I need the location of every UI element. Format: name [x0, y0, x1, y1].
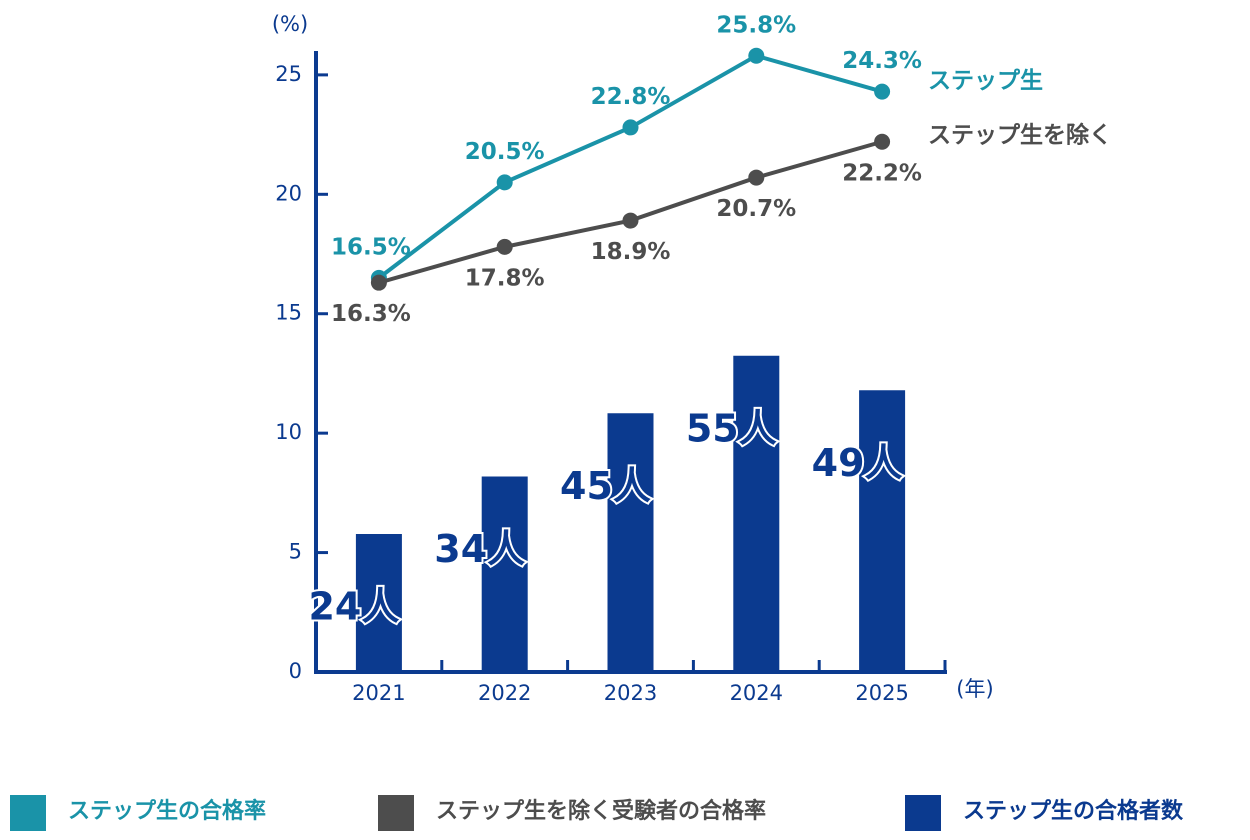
legend-label: ステップ生を除く受験者の合格率: [436, 798, 766, 824]
bar-value-label: 45人: [560, 464, 651, 508]
bar: [859, 390, 906, 672]
legend-swatch: [10, 795, 46, 831]
bar: [733, 355, 780, 672]
x-tick-label: 2024: [730, 681, 783, 705]
legend-label: ステップ生の合格者数: [963, 798, 1184, 824]
bar: [481, 476, 528, 672]
point-value-label: 16.3%: [331, 301, 411, 327]
point: [496, 238, 513, 255]
point: [748, 169, 765, 186]
x-axis-label: (年): [956, 677, 993, 701]
bar-value-label: 34人: [434, 527, 525, 571]
y-tick-label: 20: [275, 181, 302, 205]
point: [874, 83, 891, 100]
x-tick-label: 2025: [855, 681, 908, 705]
y-tick-label: 5: [289, 540, 302, 564]
point-value-label: 20.5%: [465, 139, 545, 165]
y-tick-label: 0: [289, 659, 302, 683]
bar: [607, 413, 654, 672]
bar-value-label: 24人: [308, 585, 399, 629]
x-tick-label: 2022: [478, 681, 531, 705]
x-tick-label: 2023: [604, 681, 657, 705]
y-axis-label: (%): [272, 12, 308, 36]
bar: [355, 534, 402, 672]
point: [496, 174, 513, 191]
point-value-label: 25.8%: [716, 12, 796, 38]
point-value-label: 17.8%: [465, 265, 545, 291]
point-value-label: 18.9%: [591, 239, 671, 265]
bar-value-label: 55人: [686, 406, 777, 450]
series-end-label: ステップ生を除く: [928, 121, 1112, 148]
point: [622, 119, 639, 136]
y-tick-label: 10: [275, 420, 302, 444]
point-value-label: 22.8%: [591, 84, 671, 110]
y-tick-label: 15: [275, 301, 302, 325]
y-tick-label: 25: [275, 62, 302, 86]
point: [370, 274, 387, 291]
point: [748, 47, 765, 64]
point-value-label: 24.3%: [842, 48, 922, 74]
legend-swatch: [378, 795, 414, 831]
point: [622, 212, 639, 229]
x-tick-label: 2021: [352, 681, 405, 705]
legend-label: ステップ生の合格率: [68, 798, 266, 824]
point: [874, 133, 891, 150]
point-value-label: 22.2%: [842, 160, 922, 186]
series-end-label: ステップ生: [928, 68, 1043, 94]
legend-swatch: [905, 795, 941, 831]
point-value-label: 20.7%: [716, 196, 796, 222]
point-value-label: 16.5%: [331, 234, 411, 260]
bar-value-label: 49人: [812, 441, 903, 485]
